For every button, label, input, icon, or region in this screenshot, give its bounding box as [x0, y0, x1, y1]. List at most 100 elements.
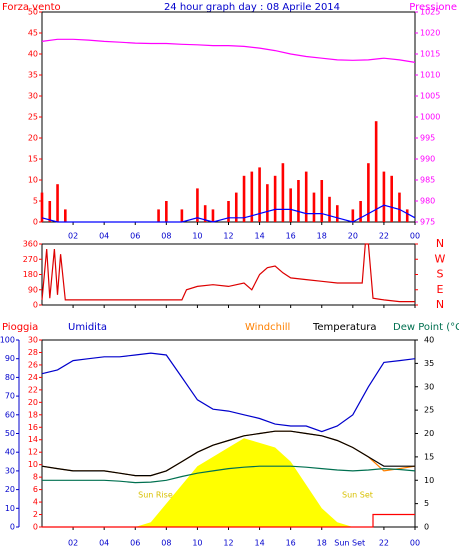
y3-tick-label: 10: [28, 460, 38, 469]
y-tick-label: 35: [28, 71, 38, 80]
y-tick-label: 270: [23, 255, 38, 264]
y3-tick-label: 8: [33, 473, 38, 482]
bar: [312, 192, 316, 222]
legend-label: Pressione: [409, 2, 457, 13]
y3-tick-label: 14: [28, 435, 38, 444]
y2-tick-label: 975: [420, 218, 435, 227]
y2-tick-label: 0: [424, 523, 429, 532]
y-tick-label: 0: [33, 218, 38, 227]
y2-tick-label: 990: [420, 155, 435, 164]
y3-tick-label: 0: [33, 523, 38, 532]
y-tick-label: 70: [5, 392, 15, 401]
x-tick-label: 00: [410, 539, 420, 548]
y2-tick-label: 30: [424, 382, 434, 391]
area: [42, 438, 415, 527]
y3-tick-label: 30: [28, 336, 38, 345]
legend-label: Pioggia: [2, 322, 38, 333]
y-tick-label: 15: [28, 155, 38, 164]
y-tick-label: 30: [28, 92, 38, 101]
y-tick-label: 30: [5, 466, 15, 475]
bar: [335, 205, 339, 222]
bar: [242, 175, 246, 222]
x-tick-label: 16: [286, 232, 296, 241]
bar: [405, 209, 409, 222]
y-tick-label: 0: [33, 301, 38, 310]
y-tick-label: 20: [5, 485, 15, 494]
y3-tick-label: 22: [28, 385, 38, 394]
x-tick-label: 12: [223, 539, 233, 548]
bar: [374, 121, 378, 222]
y-tick-label: 20: [28, 134, 38, 143]
bar: [297, 180, 300, 222]
bar: [180, 209, 184, 222]
x-tick-label: 22: [379, 539, 389, 548]
bar: [281, 163, 285, 222]
annotation: Sun Rise: [138, 491, 173, 500]
y-tick-label: 40: [28, 50, 38, 59]
x-tick-label: 20: [348, 232, 358, 241]
x-tick-label: 02: [68, 539, 78, 548]
y-tick-label: 10: [5, 504, 15, 513]
y2-tick-label: 1010: [420, 71, 440, 80]
y3-tick-label: 18: [28, 410, 38, 419]
line: [42, 465, 416, 484]
bar: [351, 209, 355, 222]
y2-tick-label: N: [436, 237, 444, 250]
x-tick-label: 04: [99, 539, 109, 548]
x-tick-label: 14: [254, 232, 264, 241]
x-tick-label: 14: [254, 539, 264, 548]
x-tick-label: 04: [99, 232, 109, 241]
y2-tick-label: 20: [424, 429, 434, 438]
x-tick-label: 08: [161, 232, 171, 241]
legend-label: Temperatura: [312, 322, 377, 333]
y3-tick-label: 26: [28, 360, 38, 369]
y3-tick-label: 4: [33, 498, 38, 507]
y-tick-label: 10: [28, 176, 38, 185]
y-tick-label: 90: [28, 285, 38, 294]
y3-tick-label: 6: [33, 485, 38, 494]
bar: [250, 171, 254, 222]
x-tick-label: 06: [130, 539, 140, 548]
y2-tick-label: E: [437, 283, 444, 296]
annotation: Sun Set: [342, 491, 373, 500]
y-tick-label: 40: [5, 448, 15, 457]
bar: [273, 175, 277, 222]
legend-label: Windchill: [245, 322, 290, 333]
y3-tick-label: 2: [33, 510, 38, 519]
y2-tick-label: 15: [424, 452, 434, 461]
y3-tick-label: 28: [28, 348, 38, 357]
y-tick-label: 360: [23, 240, 38, 249]
chart-title: 24 hour graph day : 08 Aprile 2014: [164, 2, 340, 13]
bar: [211, 209, 215, 222]
x-tick-label: 10: [192, 232, 202, 241]
legend-label: Umidita: [68, 322, 107, 333]
bar: [359, 201, 362, 222]
y2-tick-label: W: [435, 252, 446, 265]
bar: [203, 205, 207, 222]
bar: [266, 184, 269, 222]
line: [41, 204, 416, 223]
y2-tick-label: 25: [424, 406, 434, 415]
y-tick-label: 5: [33, 197, 38, 206]
y-tick-label: 90: [5, 354, 15, 363]
x-tick-label: 12: [223, 232, 233, 241]
line: [42, 513, 415, 528]
y-tick-label: 25: [28, 113, 38, 122]
y2-tick-label: 35: [424, 359, 434, 368]
y2-tick-label: 995: [420, 134, 435, 143]
bar: [390, 175, 393, 222]
x-tick-label: 18: [317, 539, 327, 548]
x-tick-label: 02: [68, 232, 78, 241]
y2-tick-label: N: [436, 298, 444, 311]
bar: [40, 192, 44, 222]
bar: [48, 201, 52, 222]
y2-tick-label: 1025: [420, 8, 440, 17]
x-tick-label: 16: [286, 539, 296, 548]
x-tick-label: 18: [317, 232, 327, 241]
y2-tick-label: 40: [424, 336, 434, 345]
x-tick-label: 00: [410, 232, 420, 241]
x-tick-label: 06: [130, 232, 140, 241]
x-tick-label: 22: [379, 232, 389, 241]
